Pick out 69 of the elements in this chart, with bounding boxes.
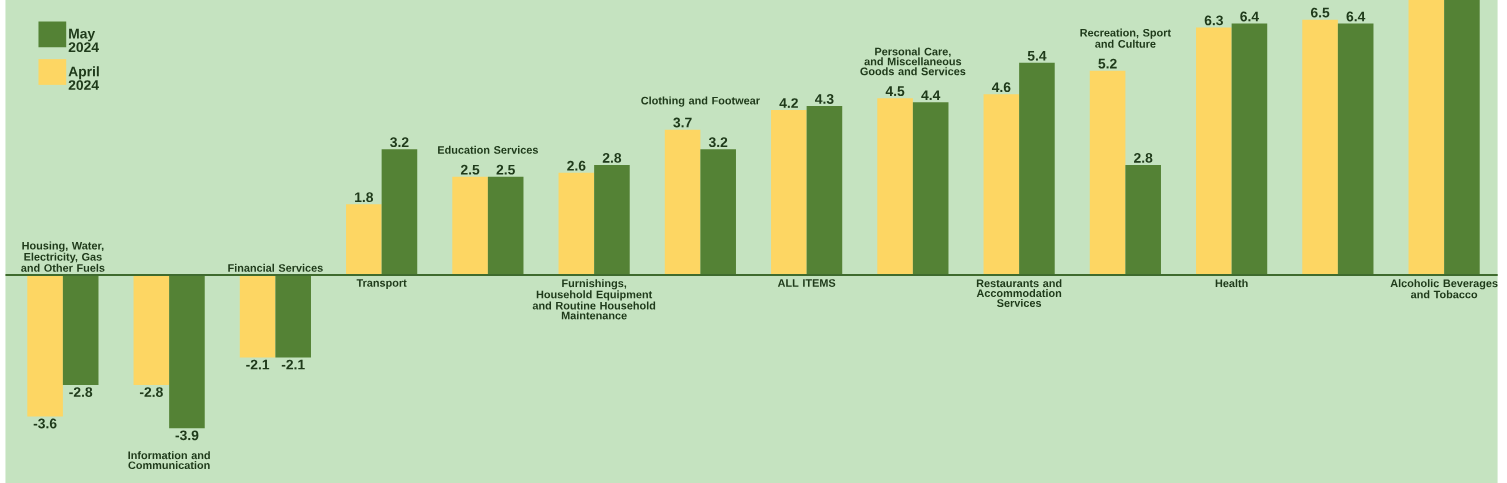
data-label: 3.2 [390,137,409,147]
data-label: 4.5 [885,86,905,96]
bar [664,129,701,275]
x-tick-label: Health [1215,279,1248,288]
bar [487,176,524,275]
x-tick-label: Clothing and Footwear [641,96,760,107]
legend-label: May 2024 [68,28,99,52]
data-label: 2.8 [602,152,622,163]
bar [877,98,913,275]
bar [62,274,99,385]
x-tick-label: ALL ITEMS [777,279,836,287]
data-label: -2.1 [281,359,305,370]
data-label: 6.5 [1310,7,1330,18]
data-label: 2.6 [567,160,586,171]
x-tick-label: Alcoholic Beverages and Tobacco [1390,279,1498,299]
bar [1019,62,1055,275]
data-label: 3.2 [708,137,728,147]
bar [239,274,276,358]
bar [452,176,488,275]
data-label: 6.3 [1204,15,1223,26]
bar [1125,164,1161,275]
x-tick-label: Education Services [438,145,538,154]
data-label: -2.1 [246,359,270,370]
data-label: 5.2 [1098,58,1117,69]
bar [912,102,949,275]
bar [1196,27,1232,275]
bar [983,94,1020,275]
data-label: 5.4 [1027,50,1047,61]
x-tick-label: Furnishings, Household Equipment and Routine Household Maintenance [532,279,656,320]
data-label: 4.4 [921,90,941,100]
data-label: 2.5 [496,164,515,175]
x-tick-label: Personal Care, and Miscellaneous Goods and Services [860,47,966,76]
data-label: 2.5 [460,164,480,175]
data-label: 3.7 [673,117,692,128]
bar [806,105,843,275]
data-label: 1.8 [355,192,374,202]
data-label: -2.8 [139,387,163,397]
bar [1408,0,1445,275]
data-label: -3.9 [175,430,199,441]
data-label: 6.4 [1240,11,1259,22]
bar [1302,19,1338,275]
data-label: 4.3 [815,93,834,104]
data-label: 4.2 [779,98,798,108]
data-label: 6.4 [1346,11,1366,22]
bar [1337,23,1374,275]
bar [1231,23,1268,275]
bar [346,204,382,275]
x-tick-label: Financial Services [228,263,323,272]
x-tick-label: Housing, Water, Electricity, Gas and Other Fuels [21,241,105,272]
data-label: -3.6 [33,418,57,429]
bar [169,274,205,429]
bar [1444,0,1480,275]
bar [700,149,736,275]
legend-label: April 2024 [68,66,99,90]
x-tick-label: Information and Communication [128,451,210,469]
bar [381,149,418,275]
bar [594,164,630,275]
bar [27,274,63,417]
bar [133,274,170,385]
bar [275,274,311,358]
x-tick-label: Recreation, Sport and Culture [1080,28,1171,48]
bar [771,109,807,275]
data-label: 2.8 [1134,152,1153,163]
bar [558,172,595,275]
bar [1089,70,1126,275]
data-label: -2.8 [69,387,93,397]
x-tick-label: Transport [356,279,407,289]
data-label: 4.6 [991,82,1011,92]
x-tick-label: Restaurants and Accommodation Services [976,279,1062,307]
